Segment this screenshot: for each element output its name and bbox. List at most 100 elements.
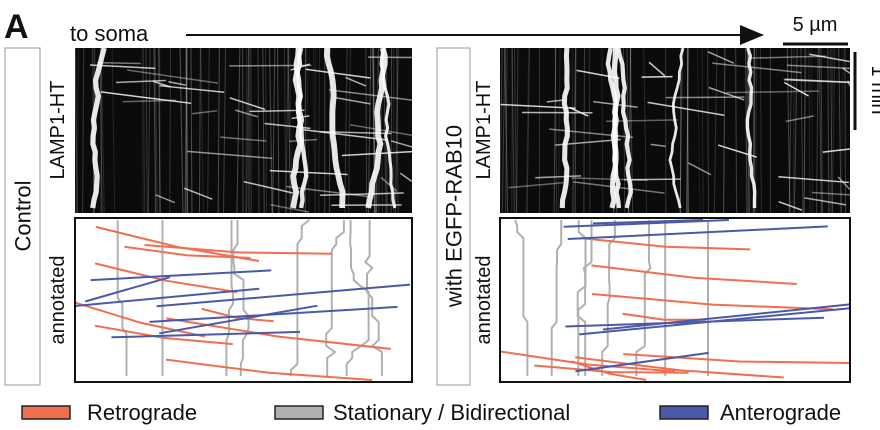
kymo-streak <box>830 47 833 214</box>
kymo-streak <box>158 47 161 214</box>
kymo-streak <box>735 47 737 214</box>
anterograde-trace <box>90 269 272 282</box>
kymo-streak <box>82 47 85 214</box>
anterograde-trace <box>579 307 851 336</box>
stationary-trace <box>601 220 616 376</box>
kymo-streak <box>759 47 762 214</box>
kymo-moving <box>270 204 309 213</box>
kymo-moving <box>269 169 348 176</box>
kymo-streak <box>786 47 791 214</box>
kymo-moving <box>100 91 192 105</box>
kymo-streak <box>147 47 151 214</box>
annotated-frame <box>74 217 413 383</box>
kymo-moving <box>822 148 851 153</box>
kymo-moving <box>229 64 312 67</box>
kymo-streak <box>525 47 530 214</box>
retrograde-trace <box>94 324 233 346</box>
kymo-streak <box>707 47 709 214</box>
kymo-streak <box>827 47 830 214</box>
kymo-streak <box>840 47 844 214</box>
stationary-trace <box>363 220 383 376</box>
kymo-streak <box>723 47 726 214</box>
kymo-moving <box>380 176 398 192</box>
annotated-frame <box>499 217 851 383</box>
kymo-streak <box>844 47 847 214</box>
kymo-track <box>559 47 570 209</box>
retrograde-trace <box>580 237 751 251</box>
kymo-track <box>323 47 346 209</box>
kymo-streak <box>793 47 798 214</box>
legend-label: Retrograde <box>87 400 197 425</box>
retrograde-trace <box>591 264 797 285</box>
kymo-moving <box>712 62 802 74</box>
kymo-streak <box>713 47 718 214</box>
kymo-streak <box>820 47 823 214</box>
panel-label: A <box>4 8 29 46</box>
retrograde-trace <box>500 350 676 373</box>
kymo-moving <box>576 69 620 79</box>
kymo-moving <box>115 79 166 84</box>
kymo-moving <box>89 64 156 70</box>
kymo-moving <box>235 109 258 118</box>
kymo-moving <box>593 100 638 108</box>
legend-label: Anterograde <box>720 400 841 425</box>
anterograde-trace <box>602 303 851 331</box>
kymo-streak <box>76 47 80 214</box>
kymo-streak <box>505 47 508 214</box>
kymograph <box>498 47 851 214</box>
kymo-streak <box>810 47 814 214</box>
kymo-moving <box>305 68 371 79</box>
kymo-moving <box>535 175 582 179</box>
kymo-streak <box>583 47 585 214</box>
kymo-moving <box>571 177 648 181</box>
kymo-streak <box>185 47 188 214</box>
scale-x-label: 5 µm <box>793 14 838 36</box>
kymo-moving <box>349 123 413 137</box>
kymo-moving <box>220 136 267 142</box>
stationary-trace <box>550 220 563 376</box>
kymo-moving <box>573 181 665 194</box>
anterograde-trace <box>563 219 729 228</box>
kymo-moving <box>837 176 851 191</box>
kymo-streak <box>264 47 268 214</box>
stationary-trace <box>325 220 345 376</box>
kymo-moving <box>289 138 318 143</box>
kymo-moving <box>847 80 851 87</box>
legend-swatch <box>274 405 324 420</box>
kymo-moving <box>187 150 273 160</box>
condition-label: with EGFP-RAB10 <box>442 125 467 308</box>
kymo-streak <box>269 47 273 214</box>
kymo-streak <box>372 47 376 214</box>
kymo-track <box>90 47 107 209</box>
kymo-moving <box>126 69 219 84</box>
kymo-moving <box>264 122 311 130</box>
kymo-moving <box>842 67 851 74</box>
kymo-moving <box>549 128 634 139</box>
legend-swatch <box>659 405 709 420</box>
legend-swatch <box>21 405 71 420</box>
stationary-trace <box>345 220 370 376</box>
condition-box <box>4 47 41 386</box>
kymo-moving <box>778 200 803 211</box>
kymo-streak <box>153 47 157 214</box>
kymo-moving <box>554 138 621 146</box>
kymo-moving <box>785 115 814 123</box>
kymo-streak <box>217 47 220 214</box>
kymo-streak <box>272 47 276 214</box>
kymo-streak <box>686 47 690 214</box>
kymo-moving <box>286 185 371 198</box>
retrograde-trace <box>124 245 251 259</box>
kymo-streak <box>185 47 187 214</box>
kymo-moving <box>748 55 826 59</box>
kymo-moving <box>648 61 666 77</box>
kymo-streak <box>154 47 159 214</box>
kymo-track <box>745 47 757 208</box>
retrograde-trace <box>75 301 206 338</box>
kymo-streak <box>686 47 689 214</box>
stationary-trace <box>116 220 128 376</box>
kymo-moving <box>291 115 310 120</box>
kymo-moving <box>168 80 186 86</box>
kymo-moving <box>647 101 725 117</box>
kymo-moving <box>399 172 413 183</box>
